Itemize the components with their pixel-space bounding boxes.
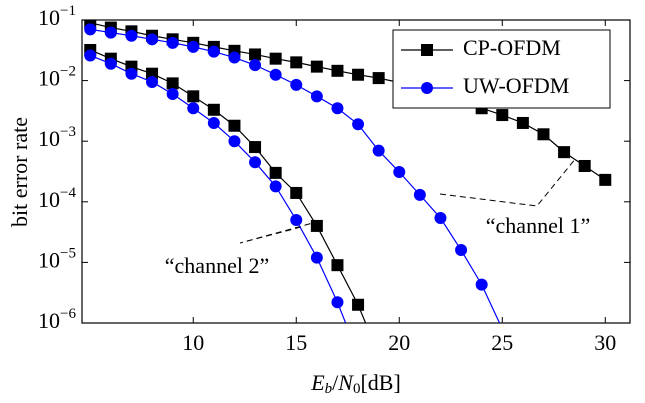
x-tick-label: 25 — [491, 330, 513, 355]
marker — [249, 156, 262, 169]
marker — [599, 173, 612, 186]
plot-frame — [81, 19, 631, 324]
series-line — [90, 49, 367, 323]
marker — [166, 77, 179, 90]
marker — [146, 75, 159, 88]
y-tick-label: 10−2 — [38, 64, 76, 91]
marker — [290, 186, 303, 199]
marker — [352, 298, 365, 311]
marker — [249, 141, 262, 154]
marker — [187, 90, 200, 103]
marker — [455, 244, 468, 257]
marker — [421, 82, 433, 94]
marker — [516, 116, 529, 129]
marker — [496, 109, 509, 122]
marker — [84, 49, 97, 62]
marker — [290, 78, 303, 91]
marker — [310, 219, 323, 232]
marker — [434, 212, 447, 225]
y-tick-label: 10−4 — [38, 185, 76, 212]
marker — [269, 68, 282, 81]
marker — [146, 33, 159, 46]
y-tick-label: 10−6 — [38, 306, 76, 333]
marker — [310, 251, 323, 264]
marker — [290, 56, 303, 69]
marker — [104, 26, 117, 39]
marker — [421, 44, 433, 56]
marker — [104, 57, 117, 70]
marker — [125, 60, 138, 73]
legend-box — [392, 29, 611, 109]
marker — [372, 72, 385, 85]
y-tick-label: 10−5 — [38, 246, 76, 273]
marker — [84, 23, 97, 36]
marker — [187, 40, 200, 53]
leader-channel-1 — [439, 157, 577, 207]
marker — [537, 128, 550, 141]
marker — [310, 60, 323, 73]
marker — [269, 180, 282, 193]
marker — [393, 166, 406, 179]
y-tick-label: 10−1 — [38, 3, 76, 30]
marker — [125, 29, 138, 42]
marker — [352, 349, 364, 361]
x-tick-label: 30 — [594, 330, 616, 355]
marker — [413, 188, 426, 201]
marker — [290, 214, 303, 227]
marker — [331, 102, 344, 115]
marker — [166, 36, 179, 49]
legend-label: UW-OFDM — [463, 73, 569, 98]
x-tick-label: 20 — [388, 330, 410, 355]
annotation-leaders — [239, 157, 577, 244]
marker — [249, 59, 262, 72]
marker — [331, 259, 344, 272]
marker — [187, 102, 200, 115]
series-layer — [84, 20, 612, 361]
legend-label: CP-OFDM — [463, 35, 561, 60]
marker — [228, 135, 241, 148]
marker — [228, 119, 241, 132]
marker — [352, 118, 365, 131]
marker — [125, 67, 138, 80]
marker — [166, 88, 179, 101]
x-tick-label: 15 — [285, 330, 307, 355]
marker — [558, 146, 571, 159]
marker — [475, 278, 488, 291]
x-axis-label: Eb/N0[dB] — [310, 370, 401, 397]
marker — [352, 68, 365, 81]
marker — [331, 64, 344, 77]
marker — [310, 90, 323, 103]
x-tick-label: 10 — [182, 330, 204, 355]
marker — [249, 48, 262, 61]
marker — [228, 51, 241, 64]
marker — [269, 166, 282, 179]
leader-channel-2 — [239, 220, 321, 244]
annotation: “channel 2” — [165, 253, 269, 278]
marker — [207, 103, 220, 116]
y-tick-label: 10−3 — [38, 125, 76, 152]
marker — [501, 322, 504, 323]
marker — [207, 45, 220, 58]
marker — [269, 52, 282, 65]
marker — [331, 296, 344, 309]
annotation: “channel 1” — [486, 213, 590, 238]
marker — [146, 67, 159, 80]
marker — [373, 349, 385, 361]
marker — [578, 159, 591, 172]
y-axis-label: bit error rate — [7, 117, 32, 227]
marker — [207, 116, 220, 129]
marker — [372, 144, 385, 157]
